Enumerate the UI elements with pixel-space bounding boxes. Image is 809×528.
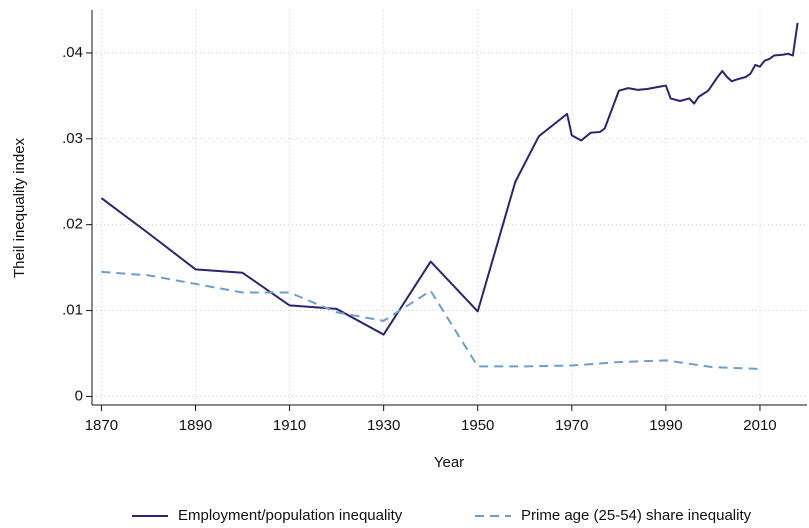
y-axis-label: Theil inequality index bbox=[11, 137, 28, 278]
x-tick-label: 1890 bbox=[179, 417, 212, 434]
legend-label: Prime age (25-54) share inequality bbox=[521, 507, 752, 524]
series-line bbox=[101, 270, 760, 370]
x-tick-label: 1950 bbox=[461, 417, 494, 434]
x-tick-label: 1970 bbox=[555, 417, 588, 434]
x-tick-label: 1910 bbox=[273, 417, 306, 434]
x-tick-label: 2010 bbox=[743, 417, 776, 434]
y-tick-label: .02 bbox=[62, 216, 83, 233]
legend-label: Employment/population inequality bbox=[178, 507, 403, 524]
series-line bbox=[100, 22, 799, 336]
y-tick-label: .04 bbox=[62, 44, 83, 61]
x-tick-label: 1930 bbox=[367, 417, 400, 434]
x-tick-label: 1990 bbox=[649, 417, 682, 434]
y-tick-label: 0 bbox=[75, 387, 83, 404]
y-tick-label: .01 bbox=[62, 302, 83, 319]
x-tick-label: 1870 bbox=[85, 417, 118, 434]
y-tick-label: .03 bbox=[62, 130, 83, 147]
x-axis-label: Year bbox=[434, 454, 464, 471]
